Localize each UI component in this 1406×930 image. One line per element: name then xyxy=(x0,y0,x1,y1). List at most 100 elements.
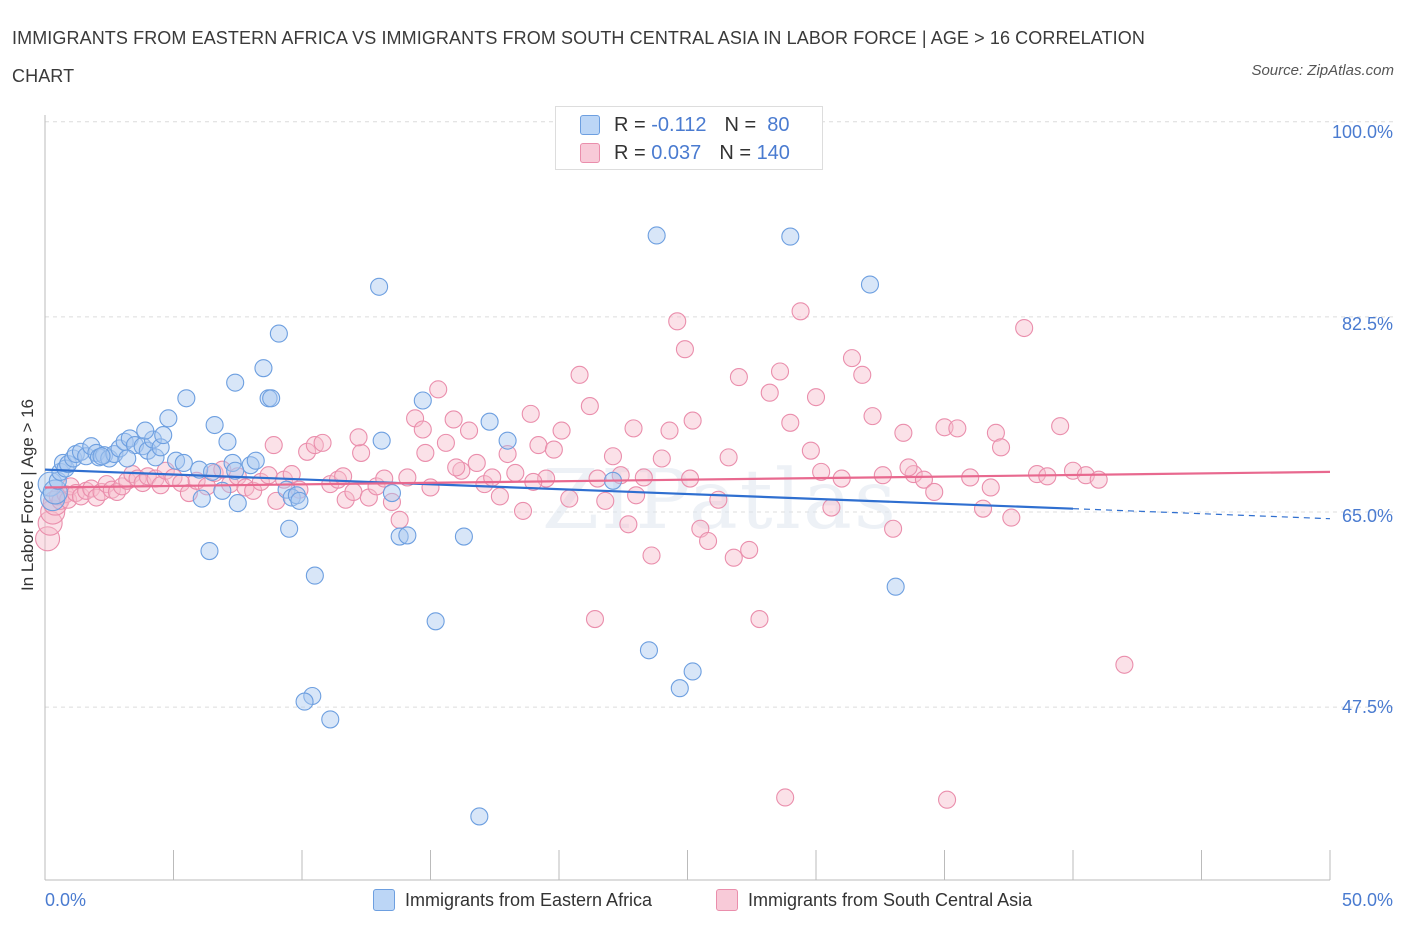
point-south-central-asia xyxy=(475,475,494,494)
point-south-central-asia xyxy=(652,449,671,468)
point-eastern-africa xyxy=(454,527,473,546)
point-south-central-asia xyxy=(416,443,435,462)
point-south-central-asia xyxy=(349,428,368,447)
point-eastern-africa xyxy=(226,373,245,392)
point-eastern-africa xyxy=(213,481,232,500)
point-south-central-asia xyxy=(973,499,993,518)
point-eastern-africa xyxy=(426,612,445,631)
point-south-central-asia xyxy=(729,368,748,387)
point-south-central-asia xyxy=(624,419,643,438)
point-south-central-asia xyxy=(1115,655,1134,674)
point-eastern-africa xyxy=(305,566,324,585)
n-value-pink: 140 xyxy=(756,141,790,164)
series-south-central-asia xyxy=(35,302,1134,809)
point-south-central-asia xyxy=(884,519,903,538)
point-eastern-africa xyxy=(228,494,247,513)
point-south-central-asia xyxy=(544,440,563,459)
n-label: N = xyxy=(724,113,762,136)
point-south-central-asia xyxy=(390,510,409,529)
point-south-central-asia xyxy=(560,489,579,508)
point-south-central-asia xyxy=(719,448,738,467)
point-eastern-africa xyxy=(683,662,702,681)
point-south-central-asia xyxy=(938,790,957,809)
point-south-central-asia xyxy=(740,540,759,559)
series-eastern-africa xyxy=(37,226,905,826)
point-eastern-africa xyxy=(370,277,389,296)
point-south-central-asia xyxy=(961,468,980,487)
point-eastern-africa xyxy=(480,412,499,431)
x-tick-label: 0.0% xyxy=(45,890,87,910)
point-eastern-africa xyxy=(781,227,800,246)
point-south-central-asia xyxy=(521,404,540,423)
point-south-central-asia xyxy=(264,436,283,455)
point-eastern-africa xyxy=(254,359,273,378)
point-eastern-africa xyxy=(77,447,96,466)
point-south-central-asia xyxy=(1015,318,1034,338)
chart-title: IMMIGRANTS FROM EASTERN AFRICA VS IMMIGR… xyxy=(12,28,1145,86)
pink-swatch xyxy=(716,889,738,911)
point-south-central-asia xyxy=(806,388,826,407)
legend-row-pink: R = 0.037 N = 140 xyxy=(580,139,790,167)
point-south-central-asia xyxy=(914,470,933,489)
point-south-central-asia xyxy=(991,438,1011,457)
legend-label-blue: Immigrants from Eastern Africa xyxy=(405,889,653,910)
point-eastern-africa xyxy=(647,226,666,245)
point-south-central-asia xyxy=(40,499,66,525)
point-south-central-asia xyxy=(935,418,954,437)
point-south-central-asia xyxy=(429,380,448,399)
r-value-pink: 0.037 xyxy=(651,141,702,164)
point-south-central-asia xyxy=(603,447,623,466)
y-axis-label: In Labor Force | Age > 16 xyxy=(18,398,37,592)
point-south-central-asia xyxy=(781,413,800,432)
point-eastern-africa xyxy=(200,541,219,561)
point-south-central-asia xyxy=(683,411,702,430)
point-eastern-africa xyxy=(159,409,178,428)
legend-label-pink: Immigrants from South Central Asia xyxy=(748,889,1033,910)
point-south-central-asia xyxy=(37,510,63,536)
r-label: R = xyxy=(614,141,652,164)
point-south-central-asia xyxy=(699,531,718,551)
point-south-central-asia xyxy=(894,423,913,442)
point-south-central-asia xyxy=(352,443,371,462)
blue-swatch xyxy=(373,889,395,911)
point-eastern-africa xyxy=(59,455,78,474)
point-south-central-asia xyxy=(459,421,479,440)
point-south-central-asia xyxy=(899,458,918,477)
point-eastern-africa xyxy=(192,489,211,508)
point-eastern-africa xyxy=(886,577,905,596)
legend-item-south-central-asia: Immigrants from South Central Asia xyxy=(716,889,1032,911)
point-south-central-asia xyxy=(863,407,882,426)
point-south-central-asia xyxy=(398,468,417,487)
point-south-central-asia xyxy=(822,498,841,517)
point-south-central-asia xyxy=(513,501,533,520)
point-eastern-africa xyxy=(136,421,155,440)
point-south-central-asia xyxy=(1051,417,1070,436)
point-south-central-asia xyxy=(585,610,605,629)
point-eastern-africa xyxy=(860,275,880,294)
n-label: N = xyxy=(719,141,757,164)
point-south-central-asia xyxy=(498,444,517,464)
point-eastern-africa xyxy=(398,526,417,545)
pink-swatch xyxy=(580,143,600,163)
point-eastern-africa xyxy=(280,519,299,538)
point-south-central-asia xyxy=(986,423,1005,442)
point-eastern-africa xyxy=(246,451,265,470)
point-south-central-asia xyxy=(660,421,679,440)
trend-lines xyxy=(44,468,1331,520)
point-south-central-asia xyxy=(760,383,779,402)
gridlines xyxy=(45,121,1395,708)
point-eastern-africa xyxy=(670,679,689,698)
point-south-central-asia xyxy=(552,421,571,440)
point-south-central-asia xyxy=(452,461,471,480)
point-south-central-asia xyxy=(580,397,599,416)
point-south-central-asia xyxy=(447,458,466,477)
point-south-central-asia xyxy=(812,462,831,481)
point-south-central-asia xyxy=(619,515,638,534)
y-tick-label: 47.5% xyxy=(1341,697,1393,717)
point-eastern-africa xyxy=(639,641,659,660)
point-south-central-asia xyxy=(642,546,661,565)
point-eastern-africa xyxy=(92,447,111,466)
point-south-central-asia xyxy=(87,488,106,507)
point-eastern-africa xyxy=(146,448,165,467)
point-south-central-asia xyxy=(873,466,892,485)
